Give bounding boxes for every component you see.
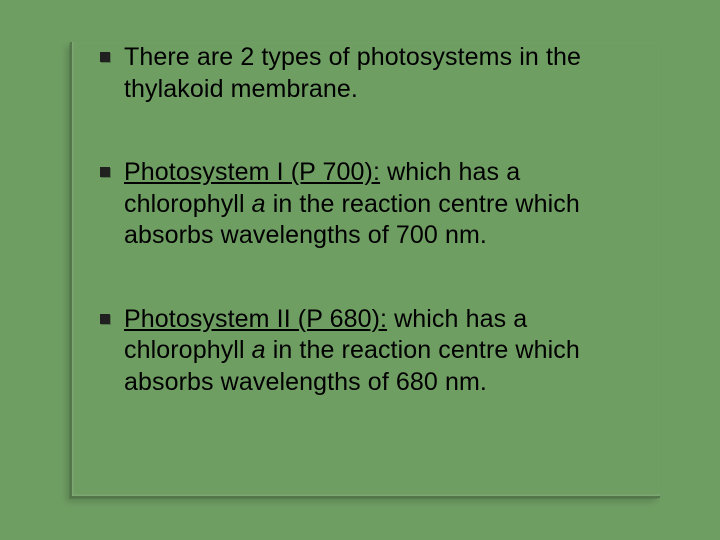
bullet-item-0: There are 2 types of photosystems in the… [100, 42, 640, 105]
bullet-text-0: There are 2 types of photosystems in the… [124, 42, 640, 105]
bullet-square-icon [100, 167, 110, 177]
bullet-item-1: Photosystem I (P 700): which has a chlor… [100, 157, 640, 252]
content-box: There are 2 types of photosystems in the… [70, 42, 660, 498]
bullet-item-2: Photosystem II (P 680): which has a chlo… [100, 304, 640, 399]
bullet-square-icon [100, 52, 110, 62]
bullet-square-icon [100, 314, 110, 324]
bullet-text-2: Photosystem II (P 680): which has a chlo… [124, 304, 640, 399]
slide: There are 2 types of photosystems in the… [0, 0, 720, 540]
bullet-text-1: Photosystem I (P 700): which has a chlor… [124, 157, 640, 252]
